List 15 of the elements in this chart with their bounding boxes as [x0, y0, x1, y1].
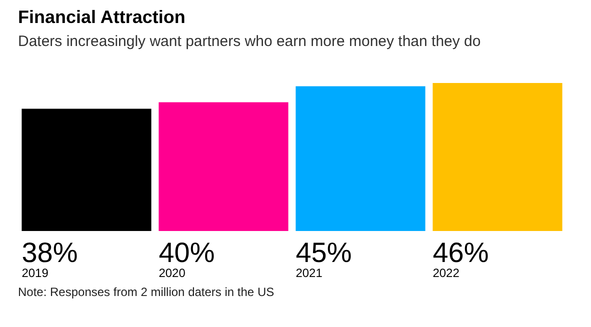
- x-tick-label: 2021: [296, 266, 323, 280]
- text: Note: Responses from 2 million daters in the US: [18, 285, 274, 299]
- bar: [158, 102, 288, 231]
- data-label: 46%: [432, 237, 489, 268]
- data-label: 40%: [158, 237, 215, 268]
- x-tick-label: 2020: [158, 266, 186, 280]
- data-label: 38%: [22, 237, 78, 268]
- bar: [296, 86, 426, 231]
- chart-title: Financial Attraction: [18, 7, 186, 28]
- bar: [22, 108, 152, 231]
- x-tick-label: 2022: [432, 266, 460, 280]
- x-tick-label: 2019: [22, 266, 49, 280]
- data-label: 45%: [296, 237, 352, 268]
- chart-subtitle: Daters increasingly want partners who earn more money than they do: [18, 33, 481, 50]
- bar: [432, 83, 562, 231]
